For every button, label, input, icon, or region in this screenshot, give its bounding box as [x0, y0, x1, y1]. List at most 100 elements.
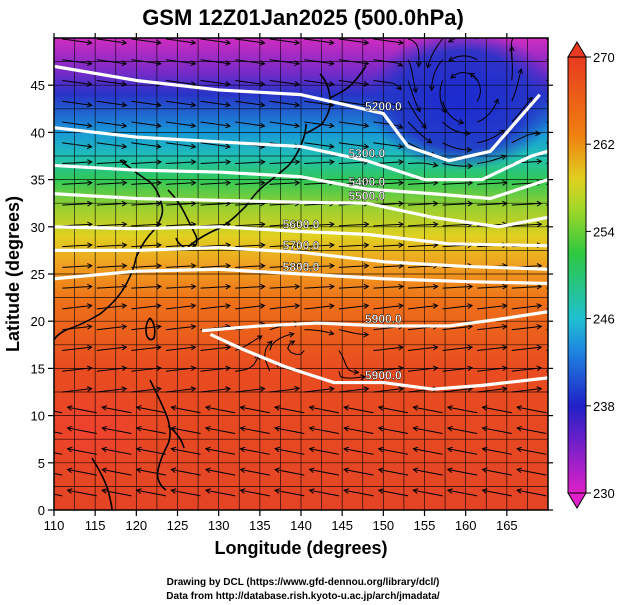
streamline — [477, 325, 507, 331]
streamline — [338, 38, 369, 44]
streamline — [96, 38, 127, 44]
streamline — [338, 329, 369, 336]
streamline — [304, 100, 334, 106]
streamline-arrowhead — [86, 323, 93, 330]
streamline — [447, 427, 478, 435]
streamline — [407, 305, 438, 310]
streamline-arrowhead — [260, 159, 266, 165]
streamline-arrowhead — [294, 159, 301, 165]
contour-line-5600 — [54, 225, 548, 248]
streamline-arrowhead — [536, 323, 543, 330]
streamline — [373, 265, 404, 268]
streamline — [442, 121, 470, 135]
streamline-arrowhead — [204, 488, 211, 494]
streamline — [442, 202, 473, 206]
contour-label-5900: 5900.0 — [365, 312, 402, 326]
streamline-arrowhead — [363, 122, 370, 129]
streamline — [413, 489, 443, 497]
streamline-arrowhead — [426, 138, 433, 144]
streamline — [407, 80, 421, 112]
streamline — [517, 406, 547, 414]
streamline-arrowhead — [412, 467, 419, 474]
colorbar-tick-label: 230 — [593, 486, 615, 501]
x-tick-label: 140 — [290, 518, 312, 533]
streamline-arrowhead — [571, 40, 576, 45]
streamline — [205, 427, 236, 435]
streamline-arrowhead — [294, 101, 301, 108]
streamline — [205, 406, 236, 414]
streamline-arrowhead — [481, 425, 488, 432]
streamline — [338, 223, 369, 227]
streamline-arrowhead — [239, 467, 246, 474]
contour-line-5700 — [54, 245, 548, 271]
streamline-arrowhead — [421, 123, 427, 129]
streamline-arrowhead — [432, 365, 439, 372]
streamline-arrowhead — [121, 81, 128, 87]
streamline — [102, 468, 132, 476]
streamline-arrowhead — [535, 130, 541, 137]
y-tick-label: 20 — [31, 314, 45, 329]
streamline-arrowhead — [87, 242, 93, 248]
streamline-arrowhead — [467, 283, 474, 290]
streamline — [67, 489, 97, 497]
streamline-arrowhead — [415, 106, 421, 113]
streamline — [136, 427, 167, 435]
streamline-arrowhead — [329, 221, 335, 228]
streamline — [62, 202, 92, 206]
streamline — [54, 493, 63, 497]
streamline-arrowhead — [450, 73, 457, 79]
streamline-arrowhead — [493, 98, 499, 105]
streamline — [511, 305, 542, 310]
streamline-arrowhead — [121, 365, 128, 372]
streamline-arrowhead — [225, 143, 232, 150]
streamline — [373, 244, 404, 248]
streamline — [54, 410, 63, 414]
streamline-arrowhead — [294, 242, 301, 248]
streamline — [477, 305, 507, 310]
streamline-arrowhead — [259, 81, 266, 87]
credit-data: Data from http://database.rish.kyoto-u.a… — [166, 591, 440, 602]
streamline — [413, 427, 443, 435]
streamline — [450, 71, 478, 81]
streamline-arrowhead — [121, 303, 128, 309]
streamline — [62, 388, 92, 393]
streamline — [205, 448, 236, 455]
streamline — [96, 346, 127, 351]
streamline — [338, 285, 369, 289]
streamline — [447, 406, 478, 414]
streamline-arrowhead — [294, 122, 301, 129]
streamline-arrowhead — [398, 365, 404, 372]
streamline — [511, 223, 542, 227]
streamline-arrowhead — [156, 283, 163, 290]
streamline — [309, 468, 339, 476]
y-tick-label: 30 — [31, 220, 45, 235]
streamline-arrowhead — [377, 467, 384, 474]
streamline-arrowhead — [225, 122, 232, 129]
streamline-arrowhead — [155, 39, 162, 46]
streamline-arrowhead — [412, 87, 418, 94]
streamline-arrowhead — [328, 330, 335, 336]
streamline-arrowhead — [308, 488, 315, 494]
streamline — [200, 121, 231, 127]
streamline-arrowhead — [328, 122, 335, 129]
streamline-arrowhead — [225, 263, 232, 269]
colorbar-tick-label: 246 — [593, 312, 615, 327]
streamline — [517, 448, 547, 455]
streamline-arrowhead — [86, 122, 93, 129]
coastline-taiwan — [145, 317, 156, 341]
streamline — [448, 38, 478, 43]
streamline-arrowhead — [481, 467, 488, 474]
streamline-arrowhead — [204, 405, 211, 411]
streamline — [96, 121, 127, 127]
streamline — [338, 121, 369, 127]
y-axis-label: Latitude (degrees) — [3, 196, 23, 352]
streamline — [96, 388, 127, 393]
colorbar-bottom-arrow — [567, 492, 587, 509]
streamline-arrowhead — [190, 386, 197, 392]
streamline-arrowhead — [101, 446, 108, 453]
streamline — [517, 468, 547, 476]
streamline — [338, 388, 369, 393]
streamline — [200, 285, 231, 289]
streamline-arrowhead — [398, 159, 405, 165]
streamline — [447, 489, 478, 497]
